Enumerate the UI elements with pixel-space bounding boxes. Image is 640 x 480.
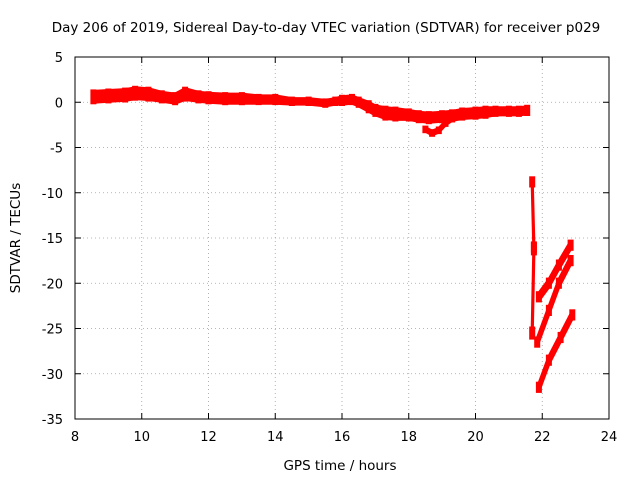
y-tick-label: 0 (55, 96, 63, 111)
x-tick-label: 20 (467, 430, 484, 445)
data-point (322, 98, 329, 108)
y-axis: 5 0 -5 -10 -15 -20 -25 -30 -35 (42, 51, 609, 428)
data-point (158, 90, 165, 104)
data-point (422, 125, 429, 134)
x-tick-label: 12 (200, 430, 217, 445)
data-point (505, 105, 512, 117)
series-isolated-points (529, 176, 537, 340)
y-tick-label: -5 (50, 142, 63, 157)
series-band (530, 176, 536, 340)
x-axis-label: GPS time / hours (283, 458, 396, 474)
data-point (439, 110, 446, 124)
grid (75, 57, 609, 419)
data-point (255, 93, 262, 106)
y-tick-label: -25 (42, 323, 63, 338)
data-point (392, 106, 399, 122)
data-point (459, 107, 466, 121)
data-point (535, 291, 542, 303)
data-point (482, 105, 489, 119)
data-point (545, 277, 552, 289)
series-track-2 (534, 255, 574, 348)
y-tick-label: 5 (55, 51, 63, 66)
data-point (305, 96, 312, 106)
data-point (365, 100, 372, 114)
data-point (529, 176, 536, 188)
data-point (534, 336, 541, 348)
x-tick-label: 24 (601, 430, 618, 445)
data-point (272, 93, 279, 106)
y-axis-label: SDTVAR / TECUs (8, 183, 24, 293)
data-layer (90, 85, 576, 393)
data-point (355, 96, 362, 108)
y-tick-label: -35 (42, 413, 63, 428)
y-tick-label: -30 (42, 368, 63, 383)
data-point (205, 91, 212, 105)
x-tick-label: 8 (71, 430, 79, 445)
data-point (238, 92, 245, 106)
data-point (435, 126, 442, 135)
y-tick-label: -20 (42, 277, 63, 292)
y-tick-label: -10 (42, 187, 63, 202)
data-point (182, 86, 189, 102)
x-axis: 8 10 12 14 16 18 20 22 24 (71, 57, 617, 445)
data-point (442, 119, 449, 127)
x-tick-label: 10 (133, 430, 150, 445)
data-point (472, 106, 479, 120)
data-point (415, 110, 422, 124)
data-point (555, 277, 562, 289)
data-point (524, 104, 531, 116)
data-point (569, 309, 576, 321)
data-point (195, 90, 202, 104)
data-point (382, 105, 389, 121)
data-point (105, 88, 112, 104)
data-point (145, 86, 152, 102)
series-dip (422, 114, 456, 137)
data-point (515, 105, 522, 117)
data-point (90, 89, 97, 105)
data-point (222, 92, 229, 106)
data-point (122, 87, 129, 103)
data-point (535, 381, 542, 393)
data-point (545, 304, 552, 316)
data-point (405, 108, 412, 122)
x-tick-label: 14 (267, 430, 284, 445)
data-point (339, 94, 345, 106)
x-tick-label: 16 (334, 430, 351, 445)
data-point (429, 129, 436, 137)
data-point (449, 114, 456, 123)
data-point (530, 241, 537, 253)
data-point (425, 111, 432, 125)
data-point (288, 96, 295, 106)
data-point (132, 85, 139, 101)
data-point (492, 105, 499, 117)
chart-title: Day 206 of 2019, Sidereal Day-to-day VTE… (52, 20, 601, 36)
data-point (349, 93, 355, 106)
data-point (557, 331, 564, 344)
series-track-3 (535, 309, 576, 393)
x-tick-label: 18 (400, 430, 417, 445)
data-point (567, 255, 574, 267)
data-point (567, 239, 574, 251)
data-point (529, 326, 536, 340)
series-main-band (90, 85, 531, 125)
series-track-1 (535, 239, 574, 303)
data-point (172, 92, 179, 106)
data-point (372, 103, 379, 117)
data-point (545, 354, 552, 366)
x-tick-label: 22 (534, 430, 551, 445)
y-tick-label: -15 (42, 232, 63, 247)
data-point (555, 259, 562, 271)
data-point (332, 96, 339, 106)
